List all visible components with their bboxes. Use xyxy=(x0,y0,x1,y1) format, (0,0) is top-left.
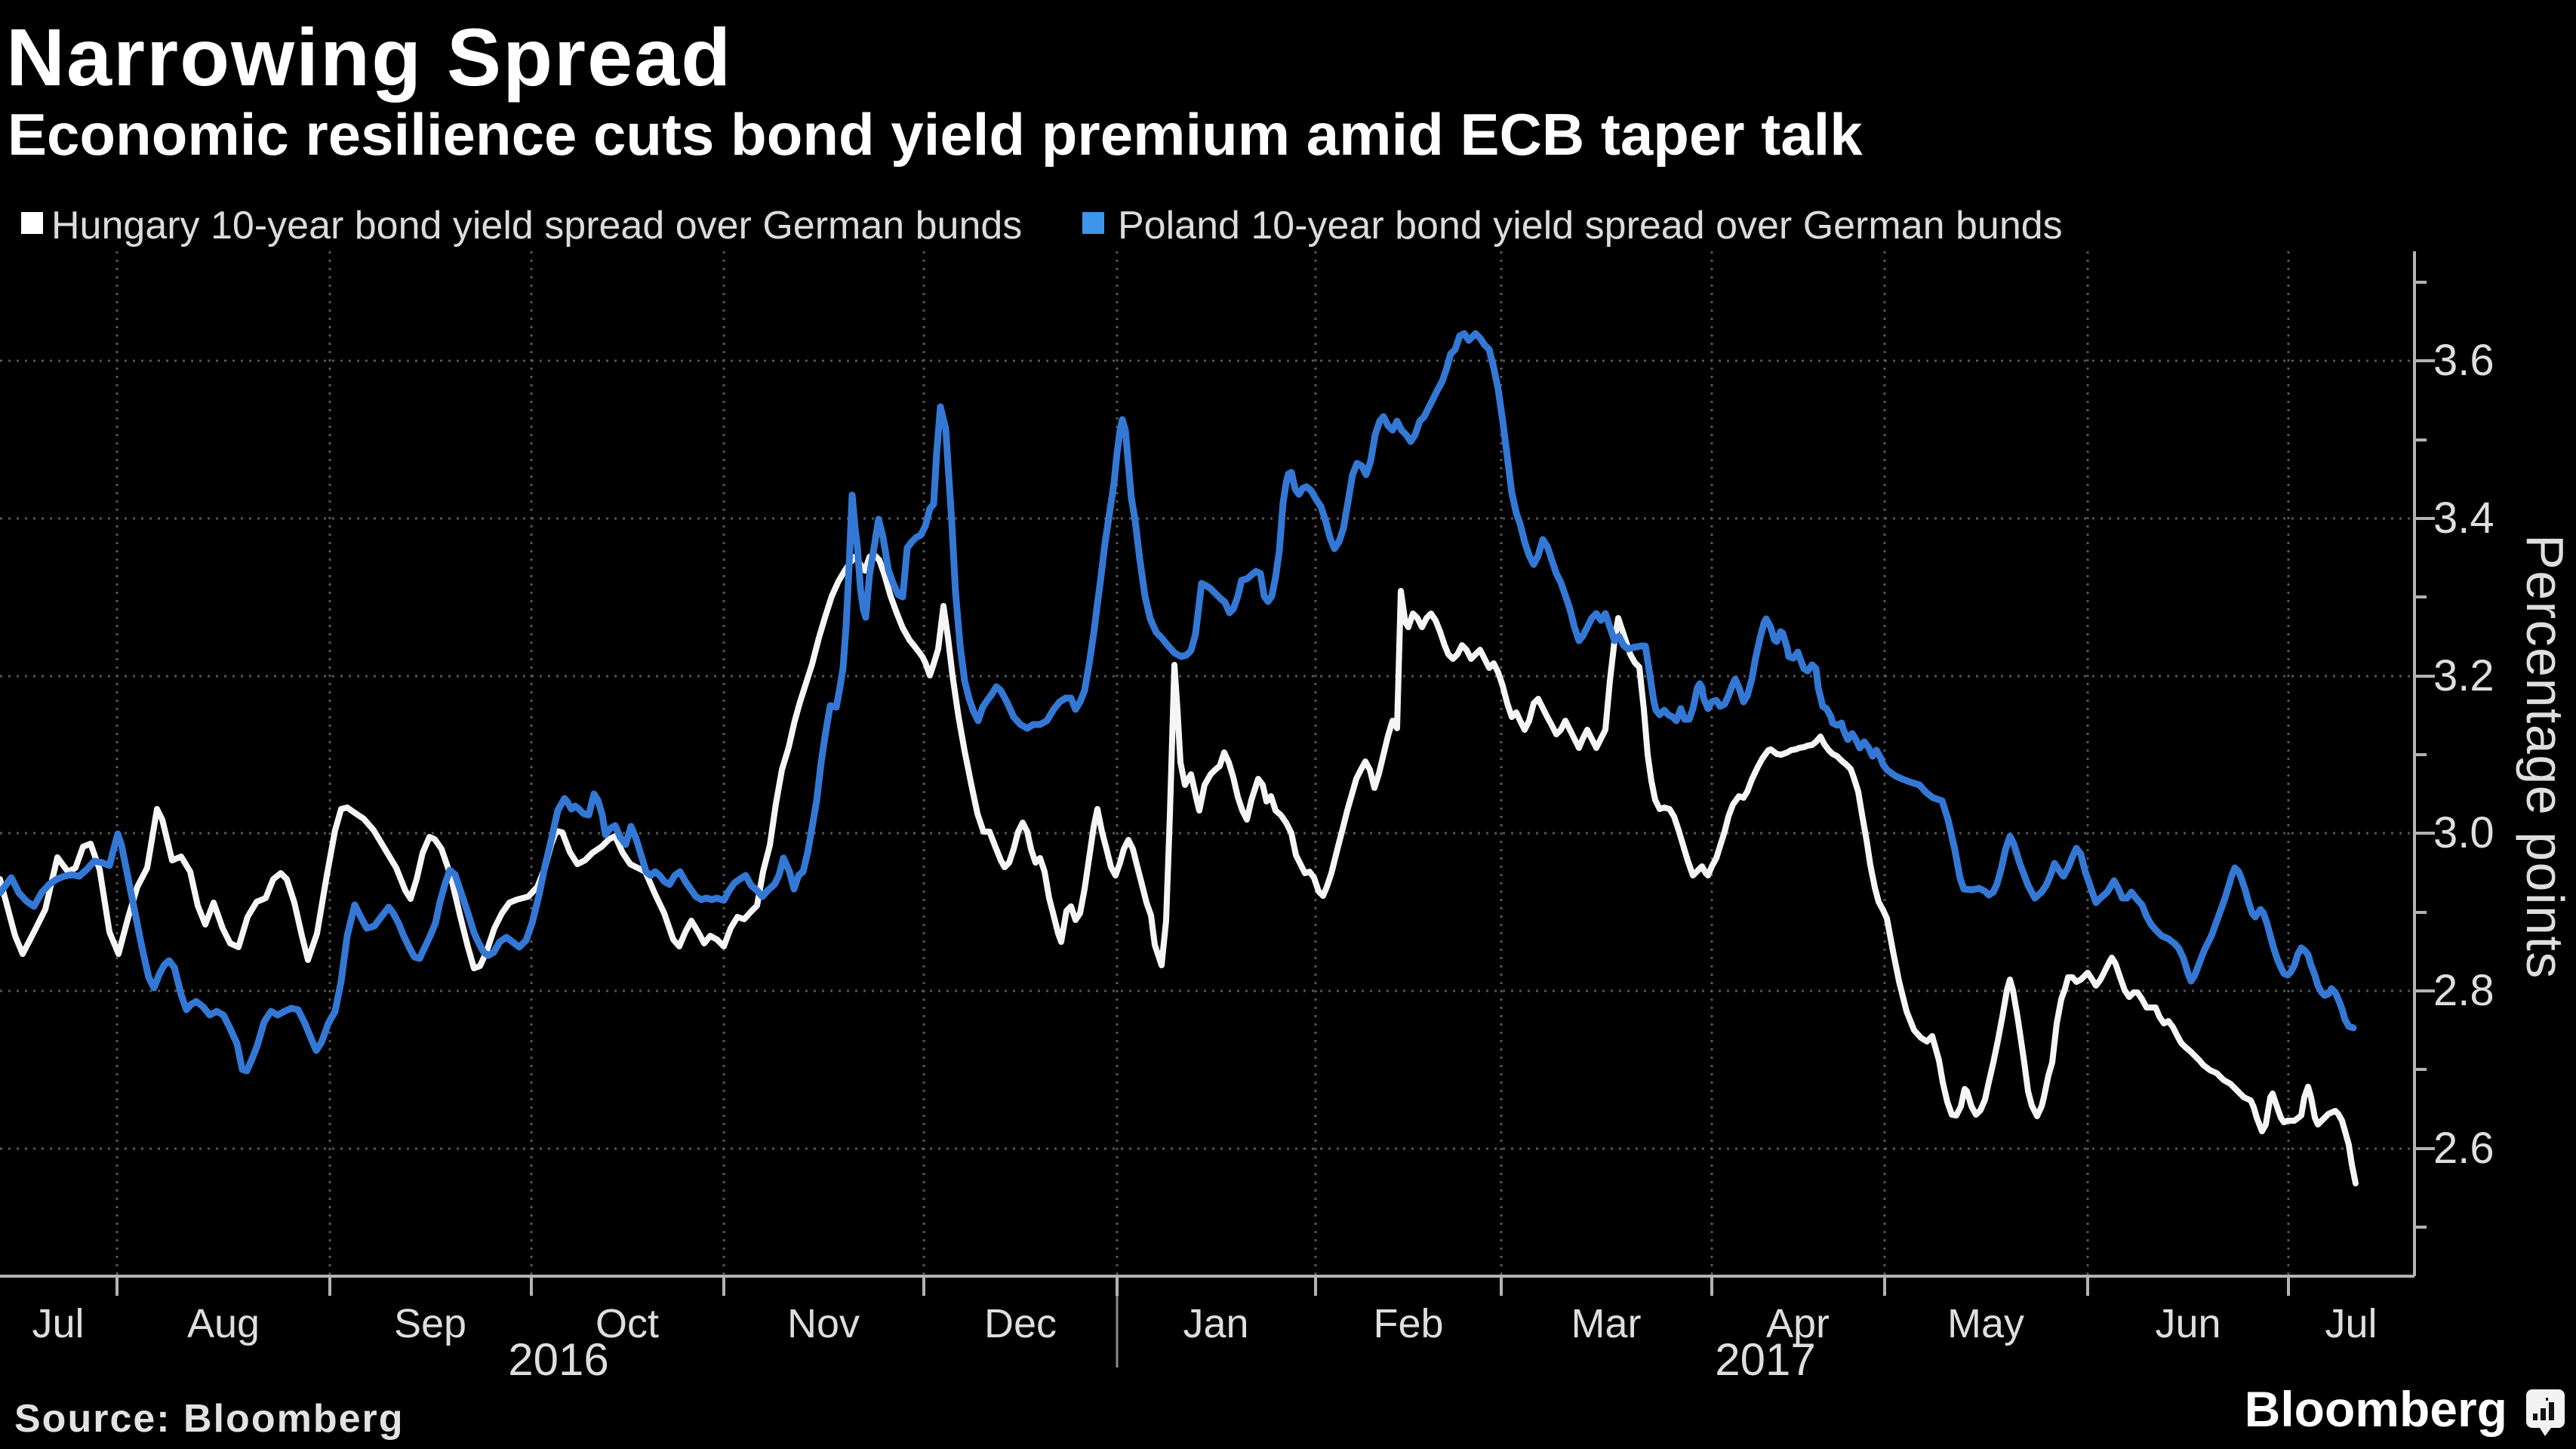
svg-text:Jun: Jun xyxy=(2155,1301,2221,1346)
svg-text:Sep: Sep xyxy=(394,1301,466,1346)
svg-text:2016: 2016 xyxy=(508,1334,608,1385)
svg-text:Narrowing Spread: Narrowing Spread xyxy=(6,11,732,103)
svg-text:Apr: Apr xyxy=(1766,1301,1830,1346)
svg-text:Poland 10-year bond yield spre: Poland 10-year bond yield spread over Ge… xyxy=(1118,204,2063,248)
svg-text:Jan: Jan xyxy=(1183,1301,1248,1346)
svg-text:2.8: 2.8 xyxy=(2433,966,2494,1015)
svg-text:Nov: Nov xyxy=(787,1301,860,1346)
svg-text:3.4: 3.4 xyxy=(2433,494,2494,543)
svg-text:Dec: Dec xyxy=(984,1301,1057,1346)
svg-text:3.2: 3.2 xyxy=(2433,651,2494,700)
svg-text:Percentage points: Percentage points xyxy=(2516,534,2574,980)
svg-text:Source: Bloomberg: Source: Bloomberg xyxy=(14,1397,405,1441)
svg-text:Hungary 10-year bond yield spr: Hungary 10-year bond yield spread over G… xyxy=(51,204,1022,248)
svg-text:2017: 2017 xyxy=(1715,1334,1815,1385)
svg-text:Jul: Jul xyxy=(32,1301,84,1346)
svg-text:Oct: Oct xyxy=(596,1301,659,1346)
svg-text:Economic resilience cuts bond: Economic resilience cuts bond yield prem… xyxy=(8,101,1863,168)
svg-text:Bloomberg: Bloomberg xyxy=(2245,1381,2507,1437)
svg-text:Aug: Aug xyxy=(187,1301,260,1346)
svg-text:2.6: 2.6 xyxy=(2433,1124,2494,1173)
svg-text:Jul: Jul xyxy=(2325,1301,2377,1346)
svg-text:Mar: Mar xyxy=(1571,1301,1642,1346)
svg-text:3.6: 3.6 xyxy=(2433,336,2494,385)
svg-text:Feb: Feb xyxy=(1373,1301,1443,1346)
svg-text:3.0: 3.0 xyxy=(2433,808,2494,857)
svg-text:May: May xyxy=(1947,1301,2024,1346)
